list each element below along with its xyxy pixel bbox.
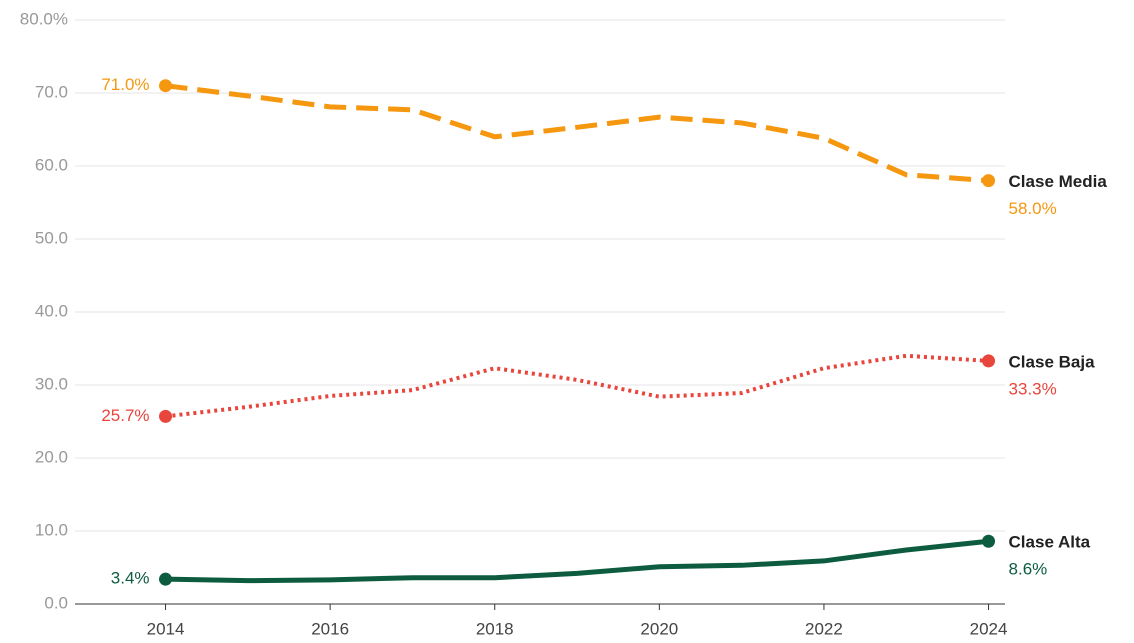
value-label: 58.0% bbox=[1009, 199, 1057, 218]
x-tick-label: 2020 bbox=[640, 619, 678, 638]
x-tick-label: 2016 bbox=[311, 619, 349, 638]
series-line bbox=[165, 353, 989, 419]
point bbox=[159, 79, 173, 93]
y-tick-label: 80.0% bbox=[20, 9, 68, 28]
y-tick-label: 30.0 bbox=[35, 374, 68, 393]
legend-label: Clase Media bbox=[1009, 172, 1108, 191]
value-label: 8.6% bbox=[1009, 560, 1048, 579]
point bbox=[982, 354, 996, 368]
point bbox=[982, 534, 996, 548]
value-label: 71.0% bbox=[101, 75, 149, 94]
y-tick-label: 40.0 bbox=[35, 301, 68, 320]
value-label: 3.4% bbox=[111, 569, 150, 588]
x-tick-label: 2014 bbox=[147, 619, 185, 638]
legend-label: Clase Baja bbox=[1009, 352, 1096, 371]
value-label: 33.3% bbox=[1009, 379, 1057, 398]
y-tick-label: 10.0 bbox=[35, 520, 68, 539]
point bbox=[159, 409, 173, 423]
y-tick-label: 20.0 bbox=[35, 447, 68, 466]
x-tick-label: 2018 bbox=[476, 619, 514, 638]
x-tick-label: 2024 bbox=[970, 619, 1008, 638]
series-line bbox=[165, 538, 989, 584]
y-tick-label: 0.0 bbox=[44, 593, 68, 612]
y-tick-label: 70.0 bbox=[35, 82, 68, 101]
series-line bbox=[165, 83, 989, 184]
value-label: 25.7% bbox=[101, 406, 149, 425]
point bbox=[982, 174, 996, 188]
y-tick-label: 60.0 bbox=[35, 155, 68, 174]
legend-label: Clase Alta bbox=[1009, 533, 1091, 552]
x-tick-label: 2022 bbox=[805, 619, 843, 638]
y-tick-label: 50.0 bbox=[35, 228, 68, 247]
point bbox=[159, 572, 173, 586]
